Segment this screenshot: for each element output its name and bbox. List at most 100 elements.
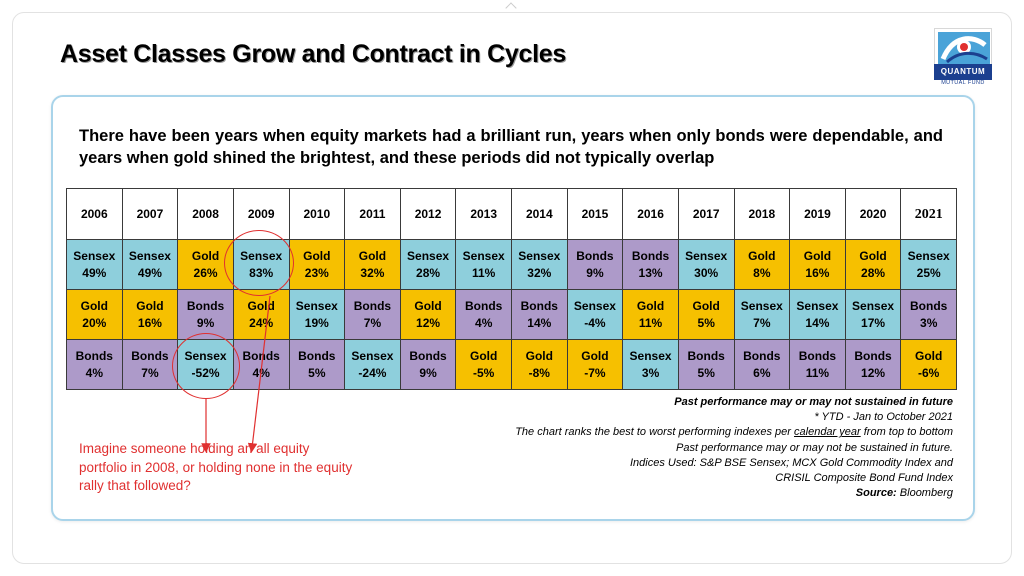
year-header-2012: 2012	[399, 188, 457, 240]
source-value: Bloomberg	[896, 487, 953, 500]
asset-return: 49%	[137, 265, 162, 280]
year-header-2015: 2015	[566, 188, 624, 240]
asset-return: -24%	[358, 365, 387, 380]
asset-name: Gold	[859, 248, 887, 263]
asset-name: Bonds	[576, 248, 614, 263]
year-header-2007: 2007	[121, 188, 179, 240]
cell-2007-rank-3: Bonds 7%	[121, 339, 179, 390]
asset-return: 13%	[638, 265, 663, 280]
asset-name: Sensex	[73, 248, 116, 263]
year-header-2006: 2006	[66, 188, 123, 240]
highlight-circle-2009	[224, 230, 294, 296]
logo-mark-icon	[938, 32, 990, 65]
asset-return: -8%	[528, 365, 550, 380]
cell-2017-rank-1: Sensex 30%	[677, 239, 735, 290]
asset-name: Sensex	[295, 298, 338, 313]
asset-return: 5%	[697, 315, 715, 330]
footnote-ranking: The chart ranks the best to worst perfor…	[515, 425, 953, 440]
footnote-source: Source: Bloomberg	[515, 486, 953, 501]
asset-name: Bonds	[798, 348, 837, 363]
asset-return: 4%	[475, 315, 493, 330]
asset-name: Bonds	[465, 298, 503, 313]
cell-2013-rank-3: Gold -5%	[455, 339, 512, 390]
cell-2014-rank-3: Gold -8%	[511, 339, 568, 390]
cell-2021-rank-2: Bonds 3%	[900, 289, 957, 340]
cell-2009-rank-2: Gold 24%	[232, 289, 290, 340]
asset-class-ranking-table: 2006 2007 2008 2009 2010 2011 2012 2013 2014 2015…	[66, 188, 957, 390]
rank-row-2: Gold 20% Gold 16% Bonds 9% Gold 24% Sensex 19% Bon…	[66, 289, 957, 340]
asset-name: Bonds	[131, 348, 169, 363]
cell-2006-rank-2: Gold 20%	[66, 289, 123, 340]
cell-2018-rank-3: Bonds 6%	[733, 339, 791, 390]
asset-name: Gold	[748, 248, 776, 263]
footnote-ytd: * YTD - Jan to October 2021	[814, 411, 953, 424]
asset-return: 17%	[861, 315, 886, 330]
footnotes: Past performance may or may not sustaine…	[515, 395, 953, 501]
logo-wordmark: QUANTUM	[934, 64, 992, 80]
asset-name: Bonds	[75, 348, 113, 363]
cell-2019-rank-1: Gold 16%	[789, 239, 846, 290]
asset-name: Gold	[136, 298, 164, 313]
asset-name: Gold	[191, 248, 220, 263]
cell-2011-rank-3: Sensex -24%	[344, 339, 401, 390]
cell-2014-rank-2: Bonds 14%	[511, 289, 568, 340]
asset-return: 4%	[85, 365, 103, 380]
asset-name: Bonds	[353, 298, 392, 313]
asset-return: 32%	[360, 265, 385, 280]
asset-return: 19%	[304, 315, 329, 330]
asset-name: Gold	[358, 248, 387, 263]
cell-2016-rank-3: Sensex 3%	[622, 339, 679, 390]
asset-name: Bonds	[186, 298, 225, 313]
asset-name: Bonds	[910, 298, 948, 313]
cell-2012-rank-1: Sensex 28%	[399, 239, 457, 290]
asset-name: Sensex	[852, 298, 895, 313]
asset-name: Sensex	[407, 248, 450, 263]
cell-2016-rank-1: Bonds 13%	[622, 239, 679, 290]
cell-2012-rank-2: Gold 12%	[399, 289, 457, 340]
asset-return: 5%	[697, 365, 715, 380]
cell-2007-rank-1: Sensex 49%	[121, 239, 179, 290]
asset-return: 23%	[304, 265, 329, 280]
cell-2010-rank-1: Gold 23%	[288, 239, 346, 290]
cell-2015-rank-1: Bonds 9%	[566, 239, 624, 290]
asset-name: Sensex	[796, 298, 839, 313]
asset-name: Gold	[80, 298, 108, 313]
asset-return: 11%	[805, 365, 830, 380]
asset-return: 3%	[920, 315, 938, 330]
asset-return: 9%	[419, 365, 437, 380]
asset-name: Sensex	[685, 248, 728, 263]
asset-name: Bonds	[743, 348, 781, 363]
cell-2006-rank-1: Sensex 49%	[66, 239, 123, 290]
cell-2011-rank-1: Gold 32%	[344, 239, 401, 290]
asset-return: 28%	[861, 265, 886, 280]
asset-return: 49%	[82, 265, 107, 280]
asset-return: 16%	[137, 315, 162, 330]
year-header-2019: 2019	[789, 188, 846, 240]
year-header-2020: 2020	[844, 188, 902, 240]
asset-name: Sensex	[351, 348, 394, 363]
cell-2006-rank-3: Bonds 4%	[66, 339, 123, 390]
year-header-2013: 2013	[455, 188, 512, 240]
asset-return: -5%	[473, 365, 495, 380]
footnote-indices: Indices Used: S&P BSE Sensex; MCX Gold C…	[629, 456, 953, 469]
asset-name: Bonds	[687, 348, 725, 363]
asset-name: Gold	[915, 348, 943, 363]
asset-name: Gold	[247, 298, 275, 313]
asset-return: 28%	[416, 265, 441, 280]
cell-2018-rank-2: Sensex 7%	[733, 289, 791, 340]
intro-text: There have been years when equity market…	[79, 127, 943, 167]
asset-return: -7%	[584, 365, 606, 380]
asset-name: Sensex	[462, 248, 505, 263]
cell-2009-rank-3: Bonds 4%	[232, 339, 290, 390]
asset-name: Bonds	[242, 348, 280, 363]
asset-return: 11%	[638, 315, 663, 330]
asset-return: 24%	[249, 315, 274, 330]
asset-return: 26%	[193, 265, 218, 280]
footnote-disclaimer: Past performance may or may not sustaine…	[674, 396, 953, 408]
asset-name: Sensex	[128, 248, 171, 263]
asset-name: Gold	[525, 348, 553, 363]
rank-row-1: Sensex 49% Sensex 49% Gold 26% Sensex 83% Gold 23…	[66, 239, 957, 290]
asset-name: Gold	[414, 298, 442, 313]
asset-return: 7%	[141, 365, 159, 380]
asset-name: Bonds	[409, 348, 447, 363]
